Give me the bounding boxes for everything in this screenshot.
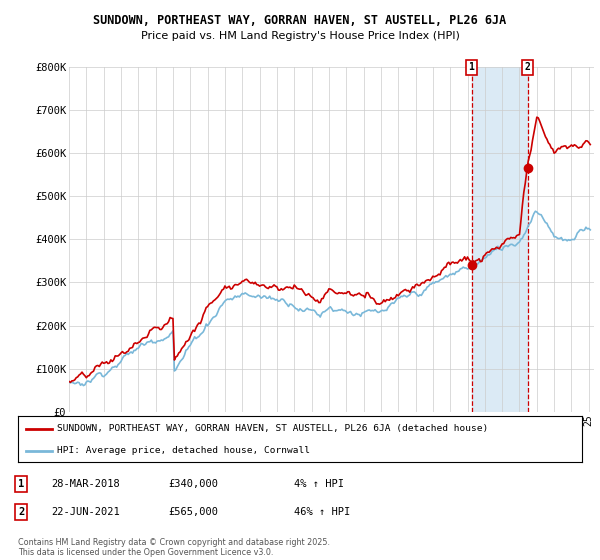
Text: 1: 1 xyxy=(18,479,24,489)
Text: Contains HM Land Registry data © Crown copyright and database right 2025.
This d: Contains HM Land Registry data © Crown c… xyxy=(18,538,330,557)
Text: HPI: Average price, detached house, Cornwall: HPI: Average price, detached house, Corn… xyxy=(58,446,310,455)
Text: 2: 2 xyxy=(525,62,530,72)
Text: 1: 1 xyxy=(469,62,475,72)
Text: 22-JUN-2021: 22-JUN-2021 xyxy=(51,507,120,517)
Text: SUNDOWN, PORTHEAST WAY, GORRAN HAVEN, ST AUSTELL, PL26 6JA (detached house): SUNDOWN, PORTHEAST WAY, GORRAN HAVEN, ST… xyxy=(58,424,489,433)
Text: Price paid vs. HM Land Registry's House Price Index (HPI): Price paid vs. HM Land Registry's House … xyxy=(140,31,460,41)
Bar xyxy=(472,67,527,412)
Text: SUNDOWN, PORTHEAST WAY, GORRAN HAVEN, ST AUSTELL, PL26 6JA: SUNDOWN, PORTHEAST WAY, GORRAN HAVEN, ST… xyxy=(94,14,506,27)
Text: 28-MAR-2018: 28-MAR-2018 xyxy=(51,479,120,489)
Text: £565,000: £565,000 xyxy=(168,507,218,517)
Text: £340,000: £340,000 xyxy=(168,479,218,489)
Text: 46% ↑ HPI: 46% ↑ HPI xyxy=(294,507,350,517)
Text: 4% ↑ HPI: 4% ↑ HPI xyxy=(294,479,344,489)
Text: 2: 2 xyxy=(18,507,24,517)
